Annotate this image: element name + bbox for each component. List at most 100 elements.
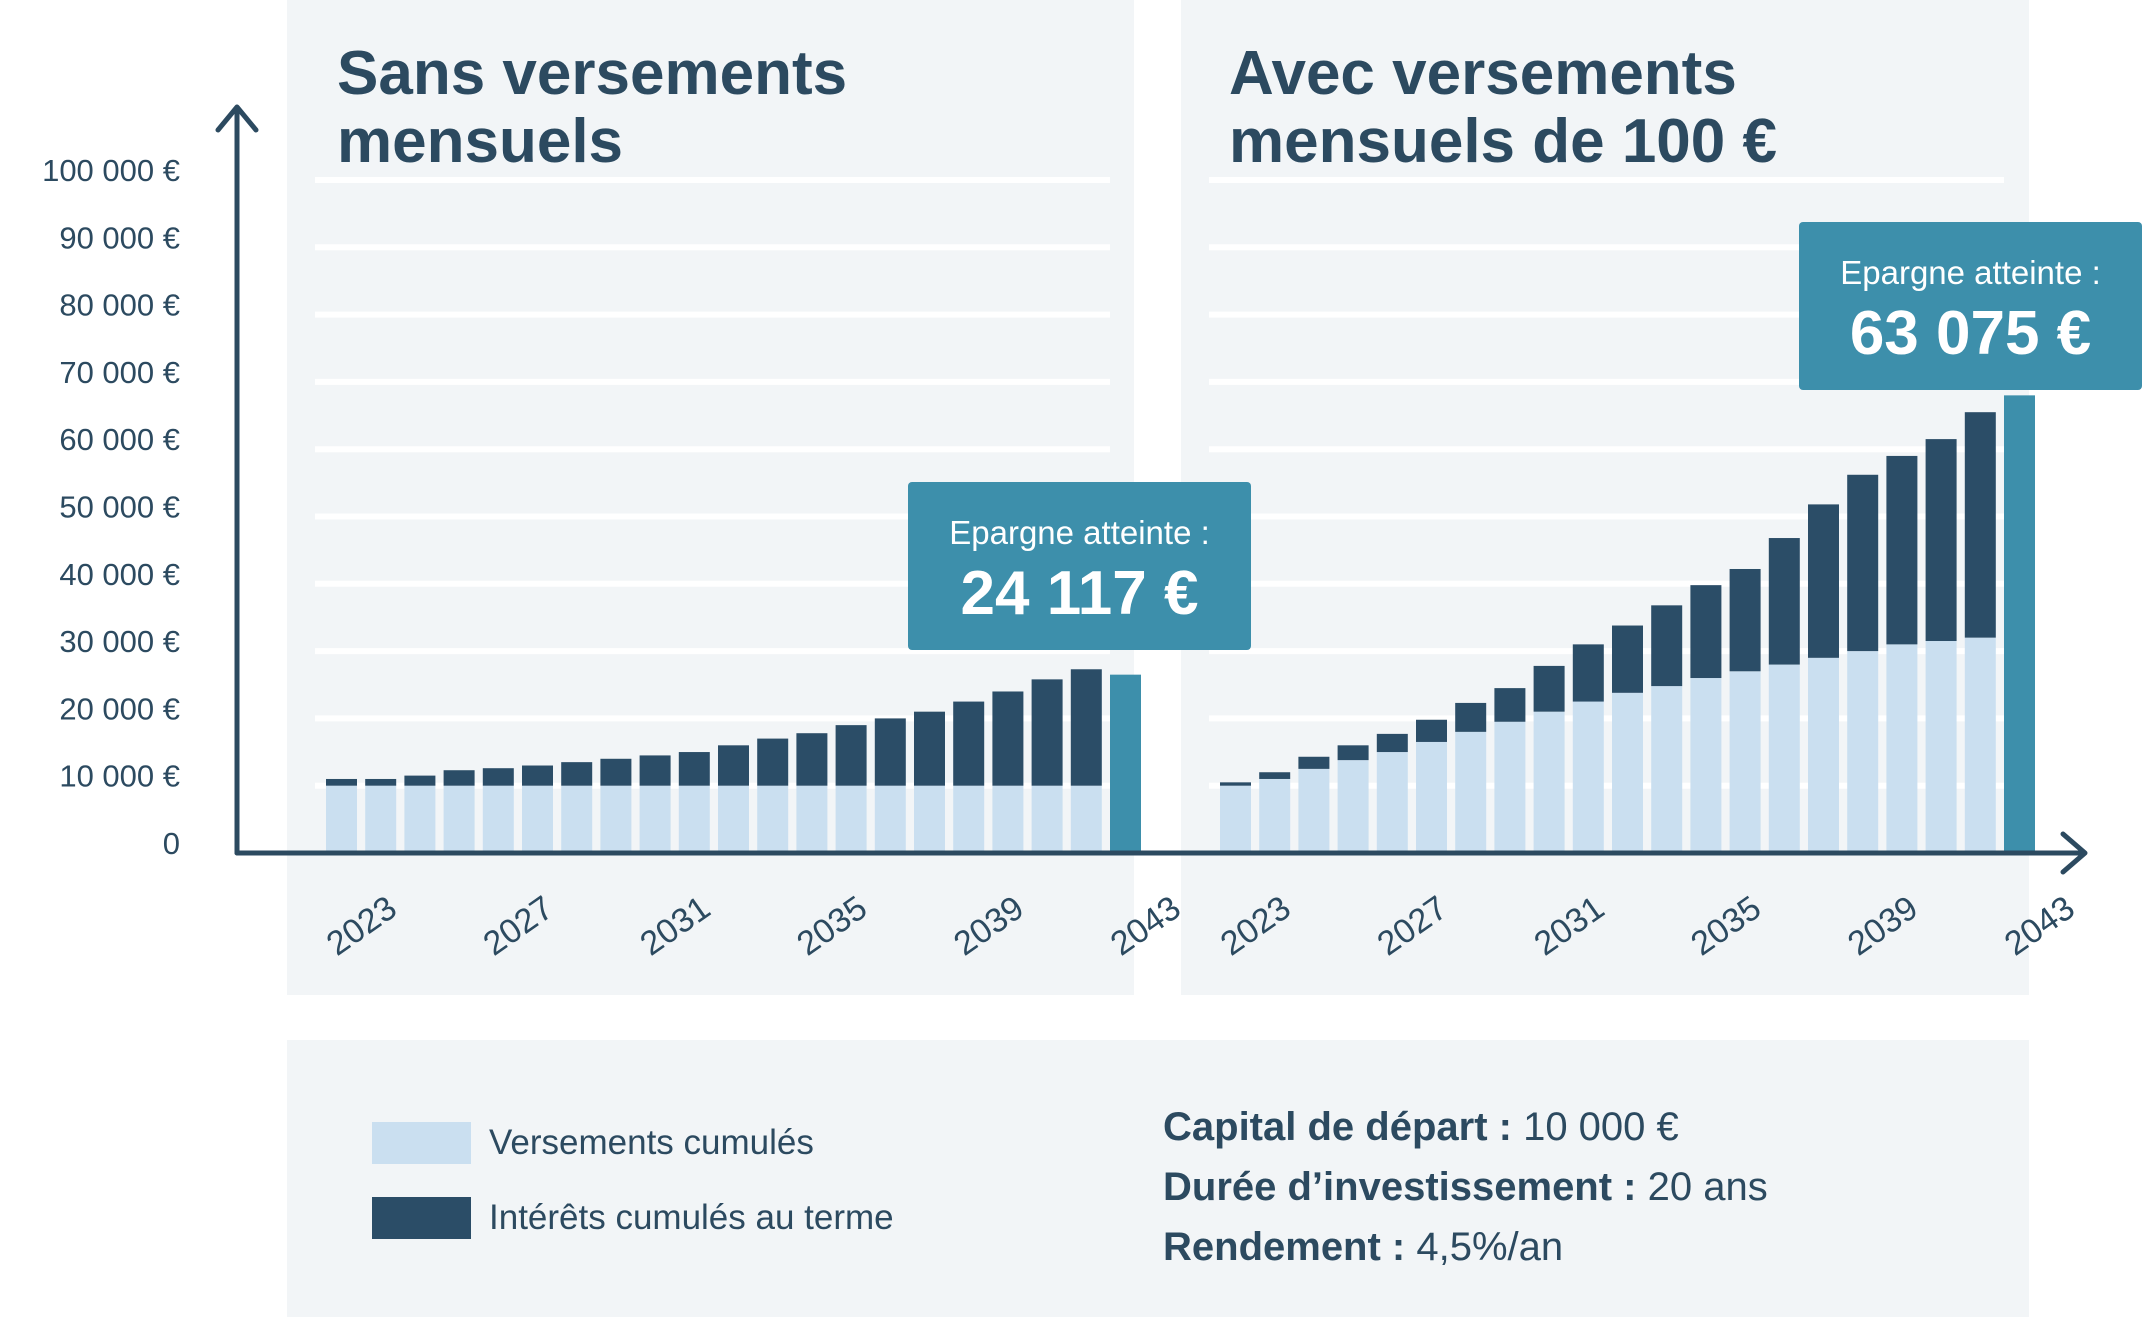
bar-versements bbox=[1259, 778, 1291, 853]
bar-versements bbox=[1376, 752, 1408, 853]
bar-interets bbox=[1376, 733, 1408, 753]
bar-versements bbox=[1298, 768, 1330, 853]
bar-versements bbox=[678, 785, 710, 853]
bar-versements bbox=[835, 785, 867, 853]
callout-box bbox=[908, 482, 1251, 650]
bar-interets bbox=[326, 778, 357, 786]
bar-versements bbox=[992, 785, 1024, 853]
bar-interets bbox=[953, 701, 985, 786]
bar-interets bbox=[1533, 665, 1565, 712]
callout-box bbox=[1799, 222, 2142, 390]
bar-interets bbox=[992, 691, 1024, 786]
bar-interets bbox=[874, 718, 906, 786]
bar-interets bbox=[600, 758, 632, 786]
bar-versements bbox=[443, 785, 475, 853]
bar-versements bbox=[1533, 711, 1565, 853]
bar-versements bbox=[1651, 686, 1683, 853]
bar-versements bbox=[1690, 678, 1722, 853]
callout-value: 63 075 € bbox=[1850, 299, 2091, 368]
bar-versements bbox=[1612, 692, 1643, 853]
bar-versements bbox=[522, 785, 553, 853]
bar-versements bbox=[1768, 664, 1800, 853]
info-line: Capital de départ : 10 000 € bbox=[1163, 1105, 1679, 1149]
bar-versements bbox=[796, 785, 828, 853]
info-value: 20 ans bbox=[1637, 1165, 1768, 1209]
bar-versements bbox=[1925, 641, 1957, 853]
bar-versements bbox=[1847, 651, 1879, 853]
bar-interets bbox=[1416, 719, 1447, 742]
y-tick-label: 80 000 € bbox=[59, 288, 180, 323]
y-tick-label: 70 000 € bbox=[59, 355, 180, 390]
bar-interets bbox=[1729, 568, 1761, 672]
info-label: Rendement : bbox=[1163, 1225, 1405, 1269]
bar-interets bbox=[835, 725, 867, 786]
y-tick-label: 40 000 € bbox=[59, 557, 180, 592]
bar-interets bbox=[1808, 504, 1839, 658]
bar-interets bbox=[1925, 439, 1957, 642]
y-tick-label: 60 000 € bbox=[59, 422, 180, 457]
bar-interets bbox=[1337, 745, 1369, 761]
callout-value: 24 117 € bbox=[961, 559, 1199, 628]
bar-versements bbox=[1964, 637, 1996, 853]
bar-interets bbox=[365, 778, 397, 786]
bar-versements bbox=[326, 785, 357, 853]
bar-versements bbox=[639, 785, 671, 853]
bar-interets bbox=[1259, 772, 1291, 779]
bar-versements bbox=[1494, 721, 1526, 853]
bar-versements bbox=[561, 785, 593, 853]
info-line: Durée d’investissement : 20 ans bbox=[1163, 1165, 1768, 1209]
legend-swatch-interets bbox=[372, 1197, 471, 1239]
bar-versements bbox=[1455, 731, 1487, 853]
bar-interets bbox=[1768, 538, 1800, 665]
bar-interets bbox=[443, 770, 475, 786]
callout-label: Epargne atteinte : bbox=[949, 514, 1210, 551]
bar-interets bbox=[522, 765, 553, 786]
callout-label: Epargne atteinte : bbox=[1840, 254, 2101, 291]
bar-interets bbox=[404, 775, 436, 786]
y-tick-label: 100 000 € bbox=[42, 153, 180, 188]
info-line: Rendement : 4,5%/an bbox=[1163, 1225, 1563, 1269]
bar-versements bbox=[1220, 785, 1251, 853]
y-axis-arrow bbox=[215, 104, 259, 856]
y-tick-label: 20 000 € bbox=[59, 691, 180, 726]
bar-versements bbox=[1808, 657, 1839, 853]
bar-interets bbox=[1690, 585, 1722, 679]
y-tick-label: 10 000 € bbox=[59, 759, 180, 794]
bar-interets bbox=[796, 733, 828, 786]
bar-interets bbox=[1220, 782, 1251, 786]
y-tick-label: 0 bbox=[163, 826, 180, 861]
panel-title-line: mensuels bbox=[337, 107, 623, 176]
bar-versements bbox=[1416, 741, 1447, 853]
legend-label-interets: Intérêts cumulés au terme bbox=[489, 1198, 894, 1237]
bar-versements bbox=[1886, 644, 1918, 853]
info-label: Durée d’investissement : bbox=[1163, 1165, 1637, 1209]
bar-interets bbox=[1612, 625, 1643, 693]
bar-interets bbox=[1070, 669, 1102, 786]
bar-interets bbox=[1964, 412, 1996, 638]
bar-versements bbox=[482, 785, 514, 853]
info-value: 10 000 € bbox=[1512, 1105, 1679, 1149]
bar-versements bbox=[914, 785, 945, 853]
bar-interets bbox=[757, 738, 789, 786]
info-box-bg bbox=[287, 1040, 2029, 1317]
bar-versements bbox=[1572, 701, 1604, 853]
bar-interets bbox=[1847, 474, 1879, 652]
bar-interets bbox=[914, 711, 945, 786]
bar-interets bbox=[482, 768, 514, 786]
bar-interets bbox=[678, 752, 710, 786]
bar-versements bbox=[953, 785, 985, 853]
bar-interets bbox=[561, 762, 593, 786]
bar-interets bbox=[1298, 756, 1330, 769]
bar-versements bbox=[1070, 785, 1102, 853]
panel-title-line: mensuels de 100 € bbox=[1229, 107, 1777, 176]
panel-title-line: Sans versements bbox=[337, 39, 847, 108]
bar-interets bbox=[1651, 605, 1683, 687]
bar-interets bbox=[639, 755, 671, 786]
bar-versements bbox=[404, 785, 436, 853]
y-tick-label: 30 000 € bbox=[59, 624, 180, 659]
bar-interets bbox=[1886, 455, 1918, 645]
y-tick-label: 50 000 € bbox=[59, 490, 180, 525]
bar-versements bbox=[757, 785, 789, 853]
info-value: 4,5%/an bbox=[1405, 1225, 1563, 1269]
